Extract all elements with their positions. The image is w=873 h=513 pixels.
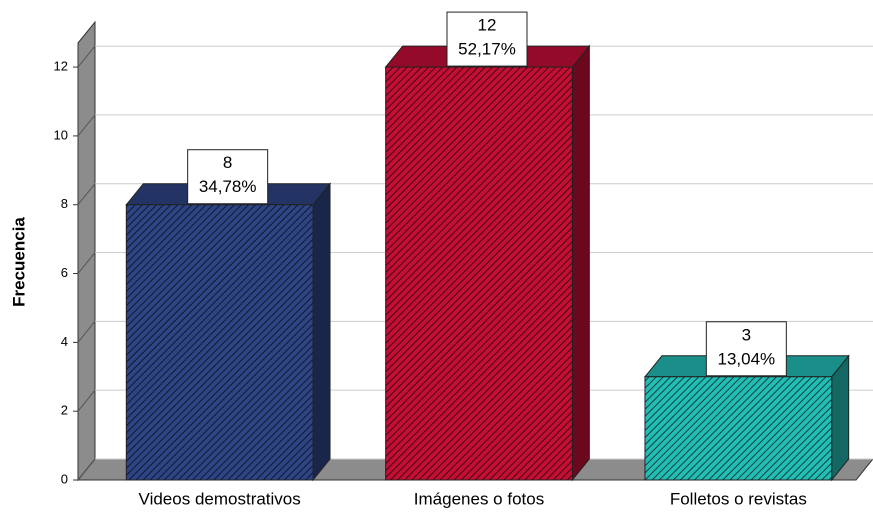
y-tick-label: 8 — [61, 196, 68, 211]
y-tick-label: 2 — [61, 403, 68, 418]
y-tick-label: 10 — [54, 127, 68, 142]
data-label-box — [187, 149, 269, 205]
grid-line — [77, 183, 96, 206]
y-tick-label: 12 — [54, 59, 68, 74]
grid-line — [77, 114, 96, 137]
bar-side — [571, 44, 590, 482]
grid-line — [77, 458, 96, 481]
y-tick-label: 6 — [61, 265, 68, 280]
data-label-box — [446, 11, 528, 67]
grid-line — [77, 45, 96, 68]
bar — [385, 66, 573, 481]
grid-line — [77, 321, 96, 343]
percent-label: 52,17% — [458, 40, 516, 59]
x-tick-label: Imágenes o fotos — [414, 489, 544, 508]
percent-label: 34,78% — [199, 177, 257, 196]
left-wall — [77, 20, 96, 482]
data-label-box — [705, 321, 787, 377]
x-tick-label: Videos demostrativos — [139, 489, 301, 508]
data-label: 3 — [742, 325, 751, 344]
bar-side — [312, 182, 331, 482]
bar — [125, 204, 314, 481]
y-tick-label: 0 — [61, 471, 68, 486]
data-label: 12 — [478, 16, 497, 35]
grid-line — [77, 252, 96, 274]
percent-label: 13,04% — [717, 349, 775, 368]
grid-line — [77, 389, 96, 412]
bar — [644, 376, 833, 481]
x-tick-label: Folletos o revistas — [670, 489, 807, 508]
y-axis-label: Frecuencia — [9, 217, 28, 307]
data-label: 8 — [223, 153, 232, 172]
y-tick-label: 4 — [61, 334, 68, 349]
